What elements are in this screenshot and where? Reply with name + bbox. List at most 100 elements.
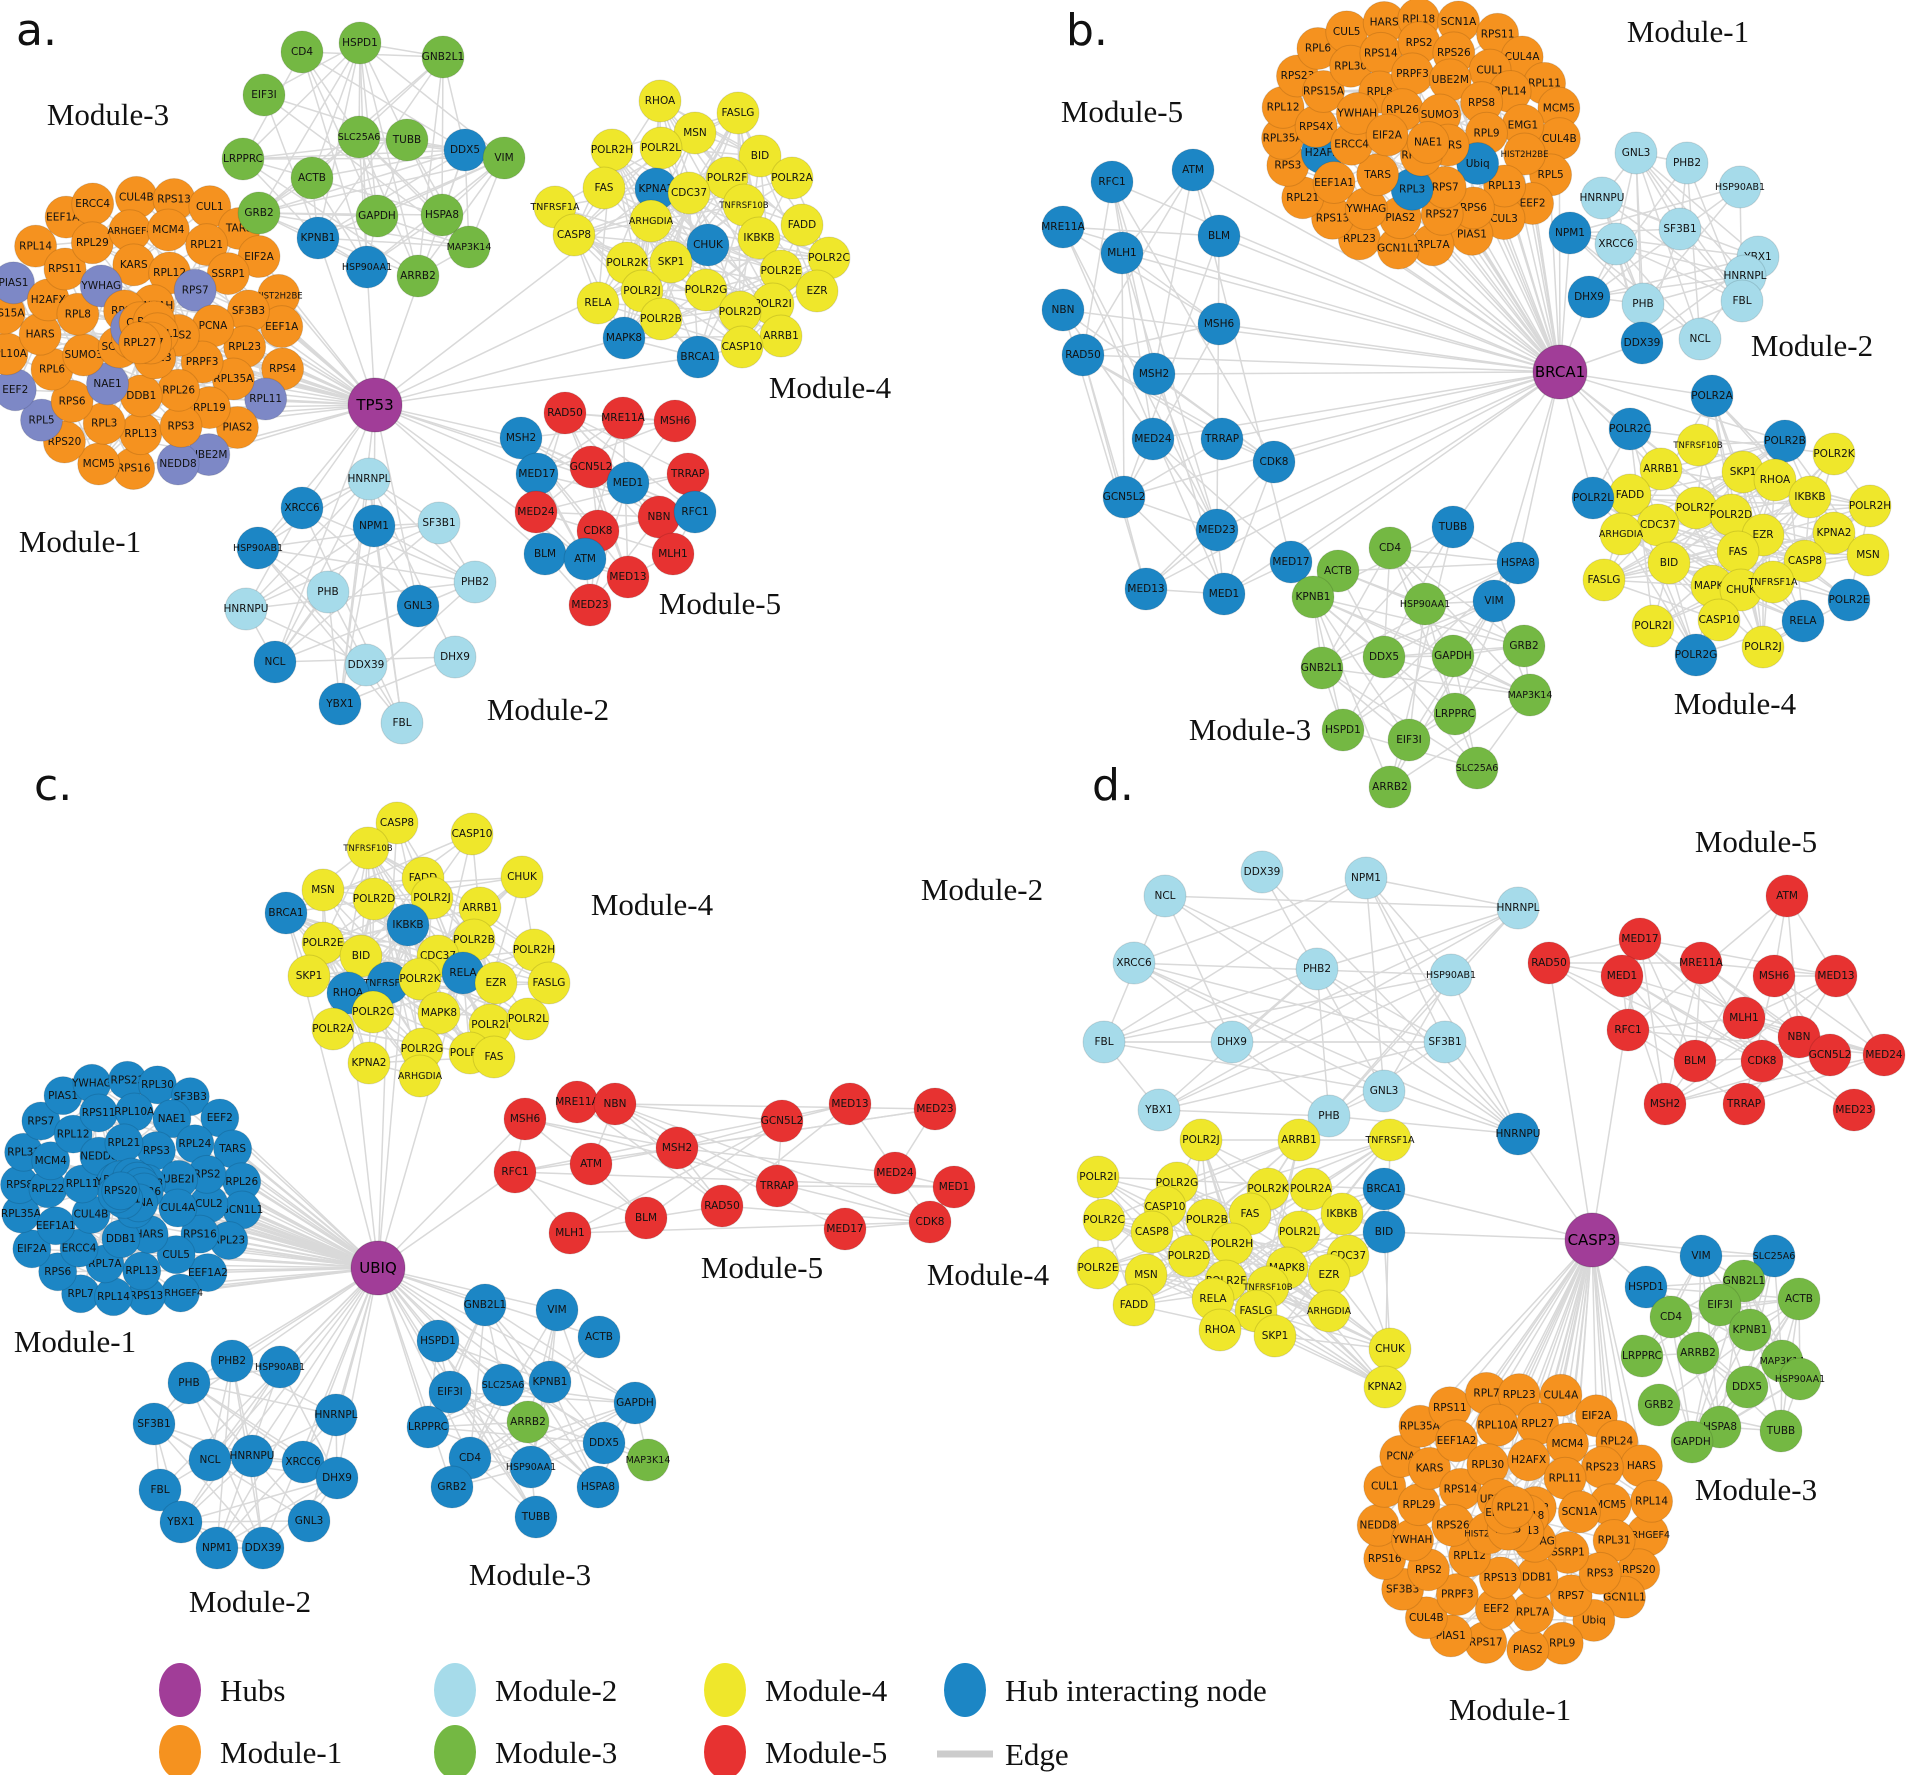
edge	[1664, 975, 1837, 1105]
node-circle	[1344, 856, 1388, 900]
node-MSH6: MSH6	[653, 399, 697, 443]
node-EZR: EZR	[474, 961, 518, 1005]
edge	[1153, 373, 1275, 463]
node-circle	[932, 1165, 976, 1209]
hub-edge	[377, 1267, 453, 1488]
node-ARRB2: ARRB2	[396, 254, 440, 298]
node-circle	[318, 682, 362, 726]
node-CHUK: CHUK	[1368, 1327, 1412, 1371]
node-circle	[1631, 604, 1675, 648]
node-HSPD1: HSPD1	[1321, 708, 1365, 752]
node-circle	[576, 281, 620, 325]
node-GAPDH: GAPDH	[613, 1381, 657, 1425]
module-label-d-module-3: Module-3	[1695, 1472, 1817, 1507]
node-circle	[1210, 1222, 1254, 1266]
node-MAP3K14: MAP3K14	[1508, 673, 1552, 717]
node-circle	[337, 115, 381, 159]
hub-circle	[1532, 344, 1588, 400]
hub-label: UBIQ	[359, 1259, 397, 1277]
node-circle	[396, 254, 440, 298]
node-GCN5L2: GCN5L2	[1808, 1033, 1852, 1077]
node-circle	[737, 216, 781, 260]
node-KPNA2: KPNA2	[347, 1041, 391, 1085]
node-MRE11A: MRE11A	[1679, 941, 1724, 985]
node-circle	[1368, 526, 1412, 570]
node-circle	[1312, 161, 1356, 205]
edge	[1321, 667, 1478, 769]
node-RPS20: RPS20	[101, 1171, 141, 1211]
hub-edge	[1062, 309, 1561, 373]
node-circle	[344, 643, 388, 687]
node-CD4: CD4	[1368, 526, 1412, 570]
node-circle	[1678, 317, 1722, 361]
node-MED24: MED24	[873, 1151, 917, 1195]
node-circle	[0, 261, 35, 305]
node-circle	[433, 635, 477, 679]
hub-edge	[374, 404, 546, 555]
edge	[1389, 547, 1525, 647]
node-TUBB: TUBB	[385, 118, 429, 162]
node-circle	[1630, 1479, 1674, 1523]
node-circle	[420, 193, 464, 237]
node-circle	[118, 321, 162, 365]
node-circle	[1752, 1234, 1796, 1278]
node-circle	[1321, 708, 1365, 752]
edge	[1164, 895, 1318, 970]
node-circle	[613, 1381, 657, 1425]
node-circle	[638, 79, 682, 123]
node-circle	[1433, 692, 1477, 736]
hub-edge	[1218, 323, 1561, 373]
legend-item-module-4: Module-4	[704, 1663, 888, 1717]
node-TUBB: TUBB	[514, 1495, 558, 1539]
hub-UBIQ: UBIQ	[350, 1240, 406, 1296]
node-circle	[1718, 165, 1762, 209]
node-CD4: CD4	[1649, 1295, 1693, 1339]
node-circle	[1846, 533, 1890, 577]
edge	[245, 581, 476, 610]
node-circle	[1599, 512, 1643, 556]
node-LRPPRC: LRPPRC	[221, 137, 265, 181]
panel-letter-c: c.	[34, 760, 72, 811]
node-NPM1: NPM1	[1344, 856, 1388, 900]
node-MAPK8: MAPK8	[602, 316, 646, 360]
node-circle	[173, 268, 217, 312]
legend-label: Module-5	[765, 1735, 887, 1770]
node-circle	[188, 1438, 232, 1482]
node-circle	[417, 991, 461, 1035]
node-circle	[1478, 1556, 1522, 1600]
node-circle	[593, 1082, 637, 1126]
hub-edge	[1123, 371, 1561, 498]
node-circle	[70, 221, 114, 265]
node-circle	[352, 504, 396, 548]
edge	[373, 525, 403, 724]
node-circle	[230, 1434, 274, 1478]
edge	[1786, 895, 1800, 1038]
node-circle	[43, 247, 87, 291]
module-label-b-module-5: Module-5	[1061, 94, 1183, 129]
node-DDX39: DDX39	[1620, 321, 1664, 365]
node-circle	[185, 223, 229, 267]
edge	[1773, 975, 1885, 1056]
edge	[1082, 354, 1147, 590]
node-SLC25A6: SLC25A6	[481, 1363, 525, 1407]
legend-label: Module-4	[765, 1673, 888, 1708]
node-CASP10: CASP10	[450, 812, 494, 856]
edge	[1312, 596, 1410, 741]
node-circle	[1679, 941, 1723, 985]
node-MSN: MSN	[301, 868, 345, 912]
node-circle	[653, 399, 697, 443]
node-CASP10: CASP10	[1697, 598, 1741, 642]
module-label-b-module-4: Module-4	[1674, 686, 1797, 721]
edge	[1686, 162, 1701, 340]
legend-label: Hubs	[220, 1673, 285, 1708]
edge	[1316, 968, 1519, 1135]
edge	[245, 478, 370, 610]
node-MRE11A: MRE11A	[601, 396, 646, 440]
node-circle	[156, 1235, 196, 1275]
node-circle	[1041, 288, 1085, 332]
node-circle	[528, 1360, 572, 1404]
node-HSPA8: HSPA8	[1496, 541, 1540, 585]
node-PIAS2: PIAS2	[1506, 1628, 1550, 1672]
edge	[1548, 962, 1763, 1062]
node-circle	[236, 526, 280, 570]
